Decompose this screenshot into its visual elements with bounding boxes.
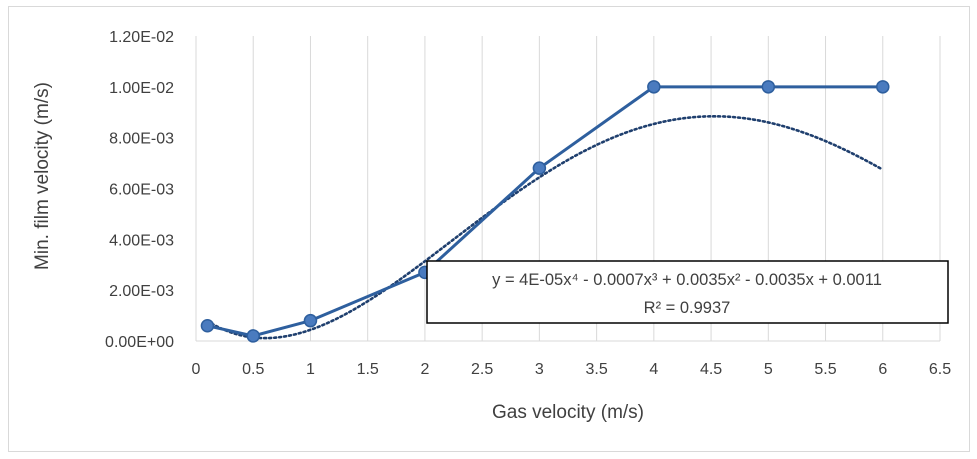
trendline-r-squared: R² = 0.9937 <box>644 299 731 317</box>
series-line <box>207 85 883 338</box>
x-tick-label: 0 <box>192 361 201 378</box>
y-tick-label: 0.00E+00 <box>105 334 174 351</box>
x-tick-label: 2 <box>420 361 429 378</box>
x-tick-label: 0.5 <box>242 361 264 378</box>
data-point <box>303 313 318 328</box>
data-point <box>647 80 661 94</box>
x-tick-label: 6.5 <box>929 361 951 378</box>
data-point <box>200 319 215 333</box>
x-tick-label: 3 <box>535 361 544 378</box>
x-tick-label: 5.5 <box>814 361 836 378</box>
x-tick-label: 4.5 <box>700 361 722 378</box>
x-tick-label: 1.5 <box>357 361 379 378</box>
equation-box-border <box>426 260 949 324</box>
y-axis-title: Min. film velocity (m/s) <box>32 82 53 270</box>
y-tick-label: 1.20E-02 <box>109 29 174 46</box>
trendline-path <box>206 114 885 340</box>
x-tick-label: 2.5 <box>471 361 493 378</box>
x-tick-label: 1 <box>306 361 315 378</box>
x-axis-title: Gas velocity (m/s) <box>492 402 644 423</box>
x-tick-label: 6 <box>878 361 887 378</box>
y-tick-label: 2.00E-03 <box>109 283 174 300</box>
trendline-group <box>206 114 885 340</box>
y-tick-labels: 0.00E+00 2.00E-03 4.00E-03 6.00E-03 8.00E-03… <box>105 29 174 351</box>
chart-area <box>8 6 970 452</box>
y-tick-label: 6.00E-03 <box>109 182 174 199</box>
y-tick-label: 1.00E-02 <box>109 80 174 97</box>
x-tick-labels: 0 0.5 1 1.5 2 2.5 3 3.5 4 4.5 5 5.5 6 6.5 <box>192 361 952 378</box>
data-point <box>246 329 260 343</box>
y-tick-label: 4.00E-03 <box>109 232 174 249</box>
x-tick-label: 3.5 <box>585 361 607 378</box>
x-tick-label: 5 <box>764 361 773 378</box>
data-point <box>876 80 890 94</box>
data-point <box>532 161 547 175</box>
data-point <box>761 80 776 94</box>
x-tick-label: 4 <box>649 361 658 378</box>
y-tick-label: 8.00E-03 <box>109 131 174 148</box>
trendline-equation: y = 4E-05x⁴ - 0.0007x³ + 0.0035x² - 0.00… <box>492 271 882 289</box>
trendline-equation-box: y = 4E-05x⁴ - 0.0007x³ + 0.0035x² - 0.00… <box>426 260 949 324</box>
series-group <box>200 80 890 343</box>
